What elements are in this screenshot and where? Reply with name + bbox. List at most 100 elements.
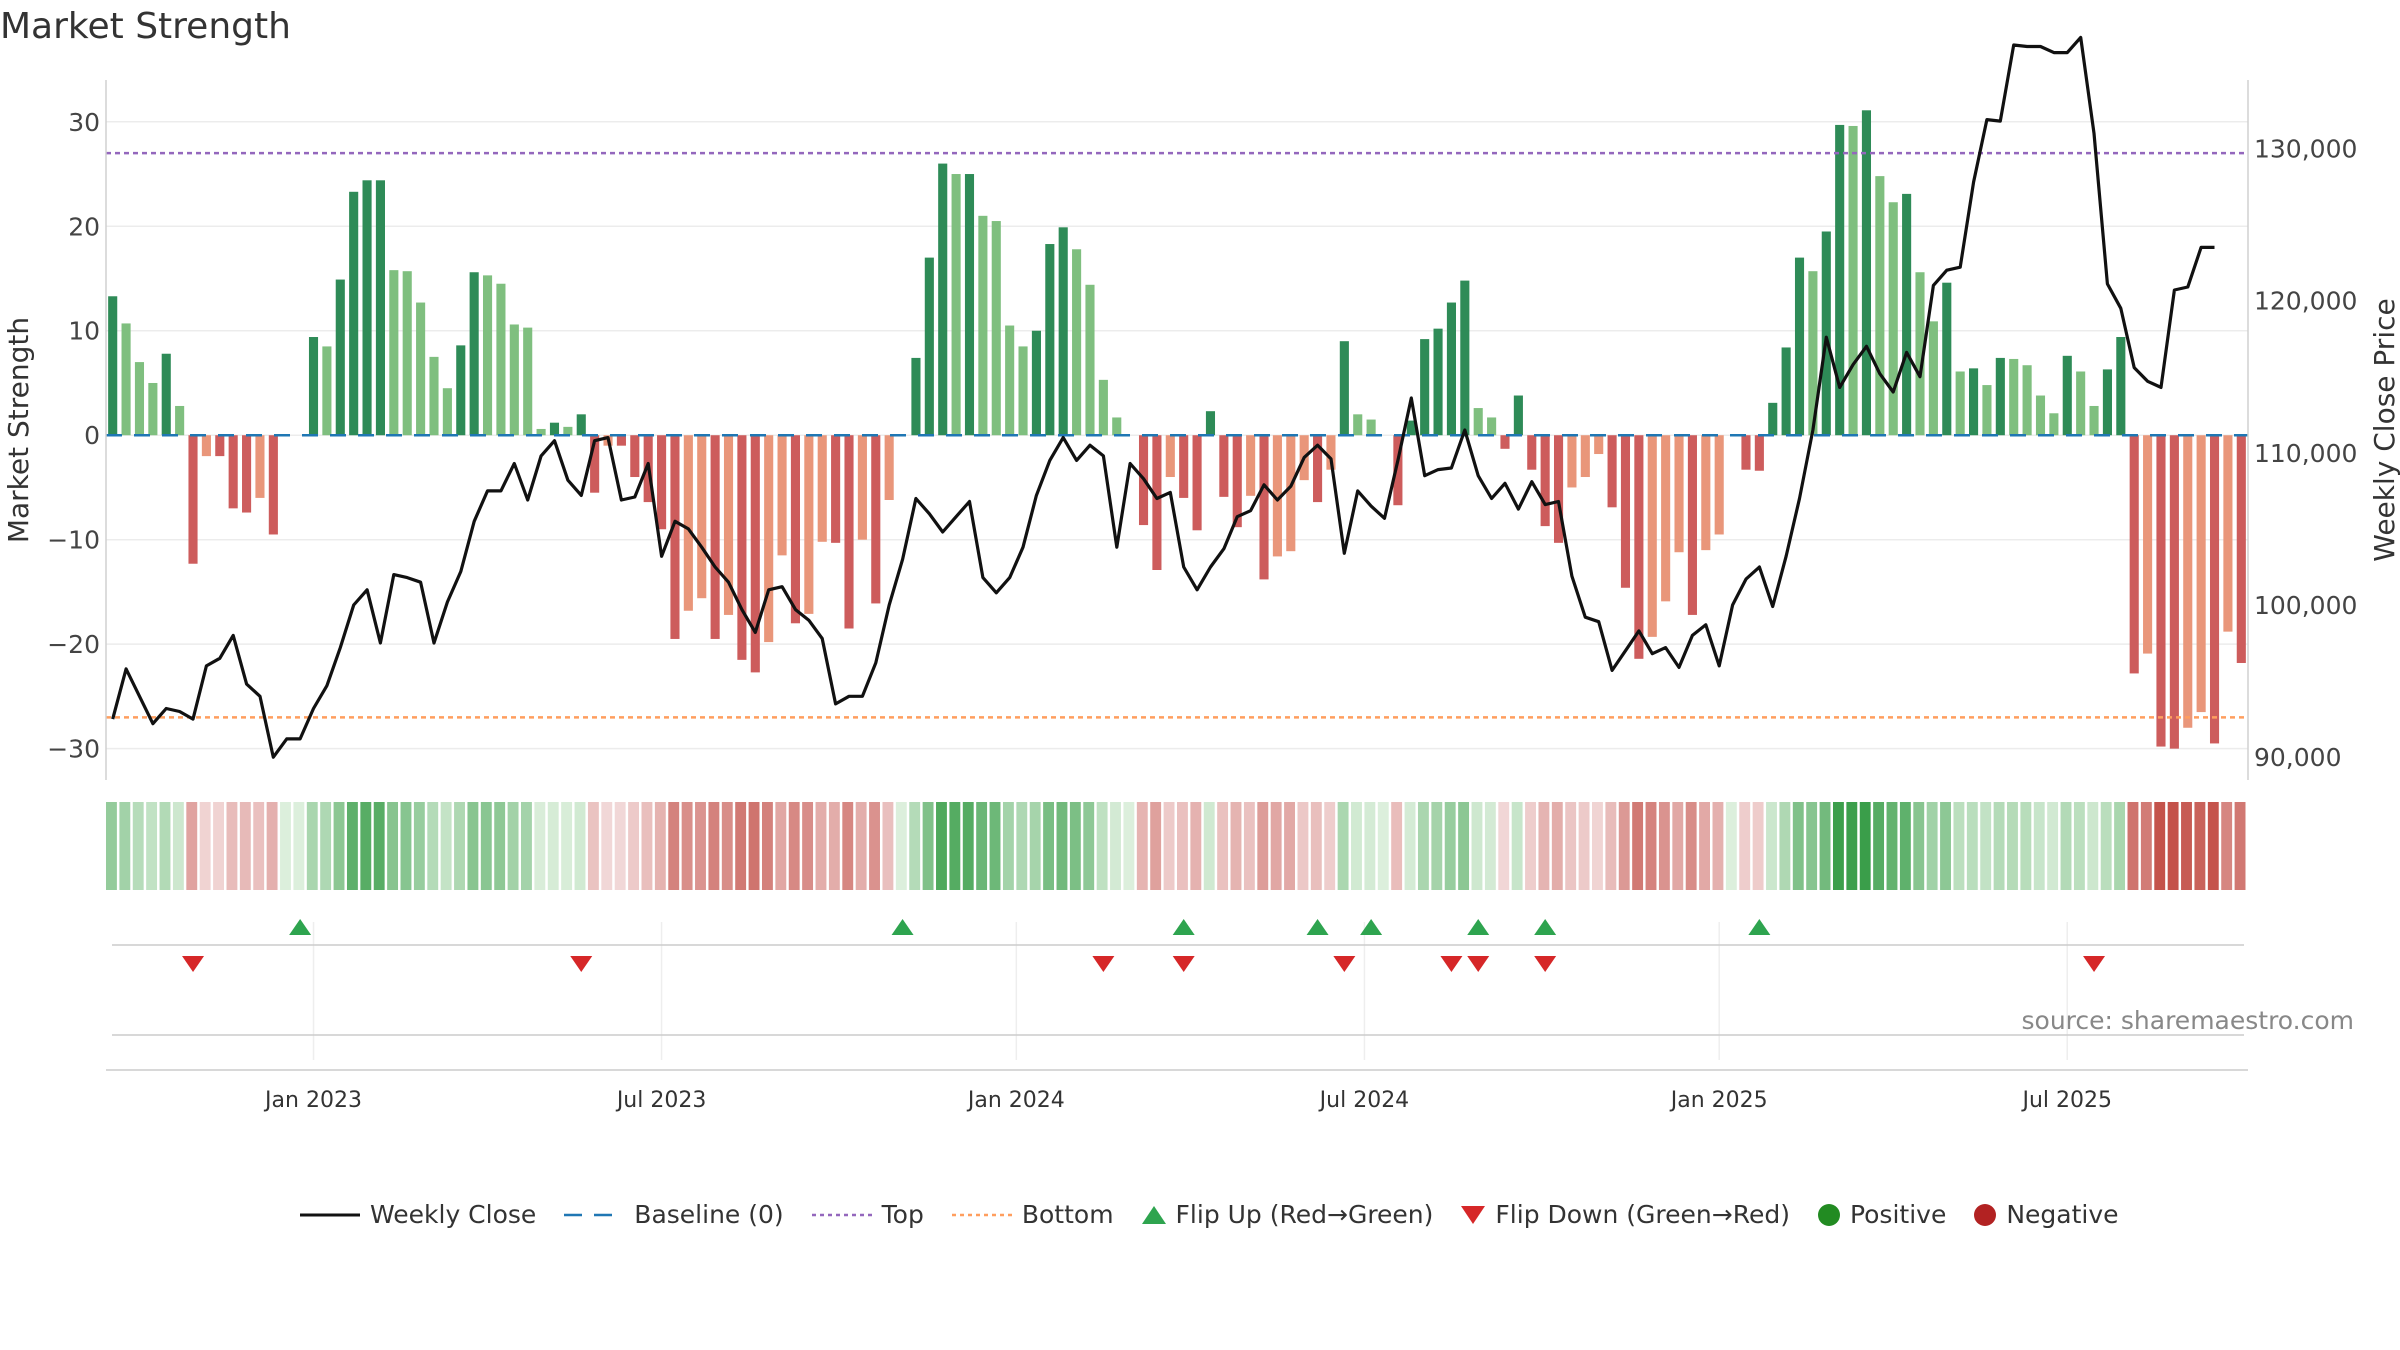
strength-bar: [308, 337, 319, 436]
heat-cell: [159, 802, 171, 890]
strength-bar: [1433, 328, 1443, 436]
heat-cell: [895, 802, 907, 890]
strength-bar: [2062, 355, 2072, 436]
strength-bar: [964, 174, 975, 436]
strength-bar: [978, 215, 988, 436]
strength-bar: [322, 346, 332, 436]
heat-cell: [413, 802, 425, 890]
heat-cell: [1484, 802, 1496, 890]
left-tick-label: 30: [68, 108, 100, 137]
strength-bar: [509, 324, 519, 436]
legend-label: Flip Down (Green→Red): [1495, 1200, 1790, 1229]
heat-cell: [2007, 802, 2018, 890]
flip-down-icon: [1461, 1205, 1486, 1224]
strength-bar: [563, 426, 573, 436]
strength-bar: [1286, 435, 1296, 552]
heat-cell: [1525, 802, 1536, 890]
positive-dot-icon: [1817, 1203, 1840, 1226]
strength-bar: [1620, 435, 1631, 588]
negative-dot-icon: [1974, 1203, 1997, 1226]
heat-cell: [561, 802, 573, 890]
heat-cell: [239, 802, 251, 890]
heat-cell: [1230, 802, 1242, 890]
strength-bar: [1875, 176, 1885, 436]
legend-label: Bottom: [1021, 1200, 1114, 1229]
right-tick-label: 120,000: [2254, 287, 2357, 316]
strength-bar: [764, 435, 774, 643]
strength-bar: [335, 279, 345, 436]
flip-down-marker: [2083, 956, 2106, 972]
strength-heat-strip: [106, 802, 2246, 890]
heat-cell: [534, 802, 546, 890]
strength-bar: [1741, 435, 1751, 470]
heat-cell: [1016, 802, 1028, 890]
weekly-close-line: [111, 35, 2215, 759]
heat-cell: [320, 802, 332, 890]
strength-bar: [1580, 435, 1590, 478]
strength-bar: [2076, 371, 2086, 436]
reference-lines: [106, 151, 2248, 719]
heat-cell: [480, 802, 492, 890]
strength-bar: [2183, 435, 2193, 728]
heat-cell: [1123, 802, 1135, 890]
legend-flip-down: Flip Down (Green→Red): [1461, 1200, 1790, 1229]
heat-cell: [1110, 802, 1121, 890]
strength-bar: [576, 414, 586, 436]
heat-cell: [1337, 802, 1349, 890]
strength-bar: [1313, 435, 1323, 503]
flip-down-marker: [1092, 956, 1115, 972]
strength-bar: [844, 435, 854, 629]
heat-cell: [681, 802, 693, 890]
heat-cell: [440, 802, 452, 890]
heat-cell: [1846, 802, 1858, 890]
source-credit: source: sharemaestro.com: [2021, 1006, 2355, 1035]
strength-bar: [1821, 231, 1831, 436]
strength-bar: [2009, 358, 2019, 436]
right-tick-label: 130,000: [2254, 134, 2357, 163]
heat-cell: [1056, 802, 1068, 890]
strength-bar: [536, 428, 546, 436]
heat-cell: [1136, 802, 1148, 890]
heat-cell: [1257, 802, 1269, 890]
strength-bar: [1366, 419, 1376, 436]
strength-bar: [349, 191, 359, 436]
strength-bar: [268, 435, 278, 535]
heat-cell: [1377, 802, 1389, 890]
strength-bar: [1246, 435, 1256, 496]
strength-bar: [1500, 435, 1510, 449]
strength-bar: [2209, 435, 2220, 744]
heat-cell: [1565, 802, 1577, 890]
heat-cell: [828, 802, 840, 890]
axes: 30 20 10 0 −10 −20 −30 130,000 120,000 110,000 100…: [2, 80, 2400, 1113]
heat-cell: [1685, 802, 1697, 890]
heat-cell: [1779, 802, 1791, 890]
heat-cell: [855, 802, 867, 890]
legend-positive: Positive: [1817, 1200, 1946, 1229]
flip-down-marker: [570, 956, 593, 972]
heat-cell: [1417, 802, 1429, 890]
heat-cell: [654, 802, 666, 890]
strength-bar: [1647, 435, 1657, 637]
heat-cell: [1538, 802, 1550, 890]
flip-down-marker: [1333, 956, 1356, 972]
strength-bar: [616, 435, 626, 446]
heat-cell: [2234, 802, 2246, 890]
heat-cell: [1498, 802, 1510, 890]
strength-bar: [777, 435, 787, 556]
heat-cell: [735, 802, 747, 890]
heat-cell: [1725, 802, 1737, 890]
heat-cell: [2207, 802, 2219, 890]
strength-bar: [215, 435, 225, 457]
heat-cell: [2047, 802, 2059, 890]
heat-cell: [2020, 802, 2032, 890]
right-axis-title: Weekly Close Price: [2368, 298, 2400, 561]
legend-dash-swatch: [564, 1213, 625, 1216]
strength-bar: [121, 323, 131, 436]
strength-bar: [1754, 435, 1764, 471]
strength-bar: [1915, 272, 1925, 436]
heat-cell: [186, 802, 198, 890]
strength-bar: [1031, 330, 1041, 436]
strength-bar: [1674, 435, 1684, 553]
heat-cell: [280, 802, 291, 890]
strength-bar: [630, 435, 640, 478]
